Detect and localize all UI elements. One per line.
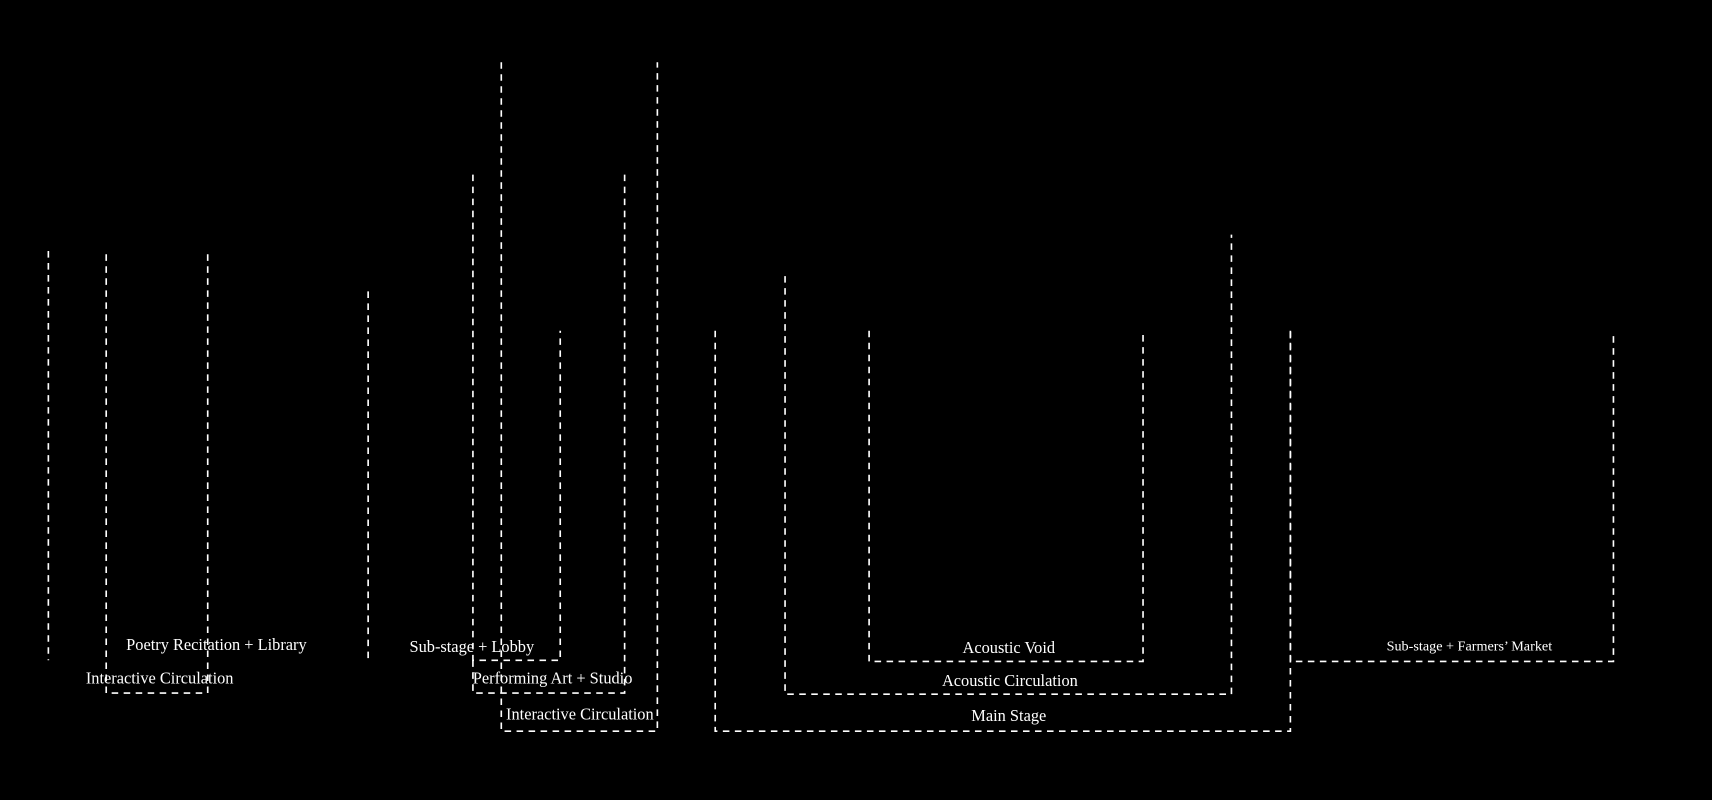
label: Acoustic Circulation [942, 671, 1078, 690]
bracket [472, 174, 626, 694]
bracket [868, 330, 1144, 663]
label: Interactive Circulation [86, 669, 234, 688]
label: Sub-stage + Lobby [410, 637, 535, 656]
bracket [500, 62, 659, 733]
bracket [105, 254, 209, 694]
label: Main Stage [971, 706, 1046, 725]
bracket [784, 234, 1233, 695]
bracket [1289, 330, 1615, 663]
labels: Poetry Recitation + Library Interactive … [86, 635, 1552, 725]
label: Interactive Circulation [506, 705, 654, 724]
bracket [472, 174, 562, 662]
bracket [714, 330, 1292, 733]
brackets [47, 62, 1615, 733]
label: Acoustic Void [963, 638, 1056, 657]
label: Sub-stage + Farmers’ Market [1387, 638, 1553, 654]
label: Performing Art + Studio [473, 669, 633, 688]
label: Poetry Recitation + Library [126, 635, 307, 654]
